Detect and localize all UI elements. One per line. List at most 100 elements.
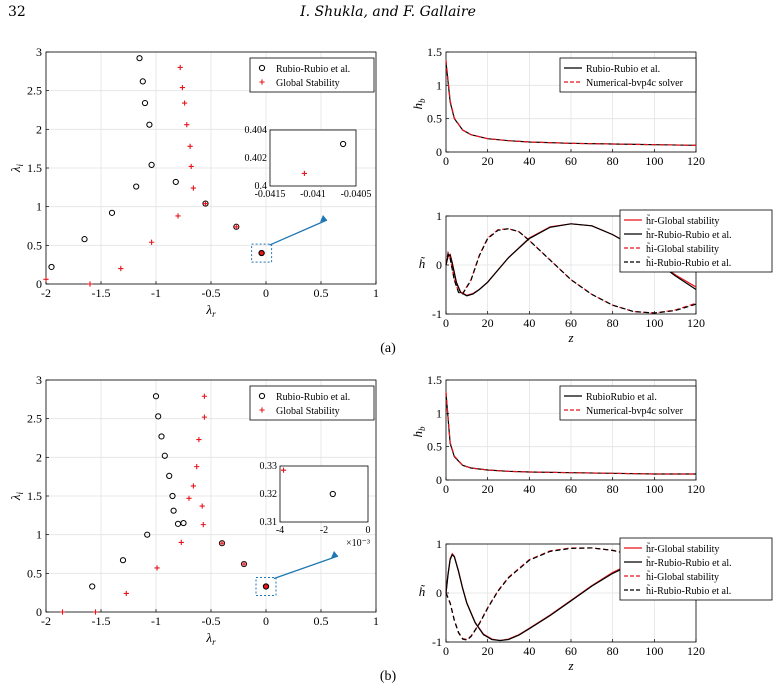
x-tick-label: 120 <box>687 482 705 496</box>
eigenvalue-circle <box>158 433 165 440</box>
y-tick-label: 2.5 <box>27 84 42 98</box>
zoom-arrowhead <box>320 215 327 222</box>
x-tick-label: -0.5 <box>202 286 221 300</box>
base-legend: Rubio-Rubio et al. Numerical-bvp4c solver <box>559 57 697 93</box>
y-tick-label: 2 <box>36 122 42 136</box>
x-tick-label: 100 <box>645 482 663 496</box>
x-tick-label: -1 <box>151 286 161 300</box>
x-tick-label: -2 <box>41 286 51 300</box>
eigenvalue-plus <box>175 213 181 219</box>
eigenvalue-plus <box>202 200 209 207</box>
inset-y-tick-label: 0.4 <box>255 181 268 192</box>
x-tick-label: 120 <box>687 644 705 658</box>
eigenvalue-plus <box>201 414 207 420</box>
zoom-box <box>251 243 273 263</box>
pert-axes: 0 20 40 60 80 100 120-101 h̃r-Global stabilityh… <box>432 537 773 658</box>
legend-label: h̃i-Rubio-Rubio et al. <box>646 584 731 597</box>
y-tick-label: 0.5 <box>427 440 442 454</box>
spectrum-points <box>59 393 270 615</box>
zoom-arrow <box>273 555 339 580</box>
eigenvalue-circle <box>81 236 88 243</box>
legend-label: Rubio-Rubio et al. <box>276 392 350 403</box>
legend-label: Numerical-bvp4c solver <box>586 406 684 417</box>
x-tick-label: 40 <box>523 644 535 658</box>
legend-label: h̃r-Global stability <box>646 542 719 555</box>
x-tick-label: 80 <box>607 316 619 330</box>
x-tick-label: 60 <box>565 316 577 330</box>
y-tick-label: 0.5 <box>27 238 42 252</box>
x-tick-label: 100 <box>645 154 663 168</box>
inset-x-exponent: ×10⁻³ <box>346 538 370 549</box>
x-tick-label: 0 <box>443 154 449 168</box>
eigenvalue-plus <box>92 609 99 615</box>
base-axes: 0 20 40 60 80 100 120 0 0.5 1 1.5 RubioRubio et al.… <box>427 373 705 496</box>
legend-label: h̃i-Global stability <box>646 242 719 255</box>
eigenvalue-circle <box>48 263 55 271</box>
legend-frame <box>619 537 773 601</box>
eigenvalue-plus <box>178 539 184 545</box>
x-tick-label: 100 <box>645 644 663 658</box>
pert-ylabel: h̃ <box>419 584 426 599</box>
y-tick-label: 0 <box>436 586 442 600</box>
x-tick-label: -1 <box>151 614 161 628</box>
y-tick-label: 0.5 <box>27 566 42 580</box>
inset-y-tick-label: 0.33 <box>260 461 278 472</box>
legend-frame <box>249 57 375 93</box>
eigenvalue-plus <box>87 281 93 287</box>
spectrum-xlabel: λr <box>205 302 216 319</box>
x-tick-label: 20 <box>482 644 494 658</box>
inset-frame <box>279 465 369 523</box>
page-number: 32 <box>8 4 26 20</box>
legend-marker-circle <box>258 392 266 400</box>
eigenvalue-plus <box>196 436 202 443</box>
eigenvalue-plus <box>149 239 155 245</box>
inset-circle <box>340 140 347 148</box>
inset-y-tick-label: 0.31 <box>260 517 278 528</box>
x-tick-label: 60 <box>565 154 577 168</box>
leading-eigenvalue <box>258 249 265 257</box>
eigenvalue-circle <box>169 492 176 500</box>
x-tick-label: 120 <box>687 154 705 168</box>
spectrum-xlabel: λr <box>205 630 216 647</box>
x-tick-label: 60 <box>565 482 577 496</box>
y-tick-label: 0 <box>36 277 42 291</box>
eigenvalue-circle <box>108 209 116 216</box>
zoom-box <box>255 576 277 596</box>
eigenvalue-plus <box>199 503 205 509</box>
x-tick-label: -1.5 <box>92 286 111 300</box>
legend-label: Rubio-Rubio et al. <box>586 64 660 75</box>
pert-xlabel: z <box>567 330 573 345</box>
y-tick-label: 1 <box>436 78 442 92</box>
spectrum-ylabel: λi <box>8 163 25 173</box>
y-tick-label: 2 <box>36 450 42 464</box>
y-tick-label: 1 <box>436 209 442 223</box>
inset-y-tick-label: 0.402 <box>245 153 268 164</box>
inset-y-tick-label: 0.32 <box>260 489 278 500</box>
pert-xlabel: z <box>567 658 573 673</box>
inset-plus <box>301 170 307 176</box>
inset-circle <box>329 490 336 498</box>
legend-label: Global Stability <box>276 78 340 89</box>
eigenvalue-plus <box>59 609 66 615</box>
eigenvalue-plus <box>123 590 129 597</box>
x-tick-label: 20 <box>482 482 494 496</box>
eigenvalue-circle <box>180 519 187 527</box>
eigenvalue-circle <box>170 507 177 514</box>
y-tick-label: -1 <box>432 307 442 321</box>
legend-label: RubioRubio et al. <box>586 392 657 403</box>
inset-x-tick-label: -0.041 <box>300 189 326 200</box>
eigenvalue-circle <box>136 55 143 62</box>
inset-x-tick-label: -4 <box>276 525 284 536</box>
y-tick-label: 1 <box>36 528 42 542</box>
x-tick-label: 120 <box>687 316 705 330</box>
eigenvalue-circle <box>89 583 96 590</box>
legend-frame <box>559 385 697 421</box>
y-tick-label: 0 <box>436 473 442 487</box>
eigenvalue-circle <box>166 472 173 479</box>
legend-label: Global Stability <box>276 406 340 417</box>
pert-axes: 0 20 40 60 80 100 120-101 h̃r-Global stabilityh… <box>432 209 773 330</box>
eigenvalue-plus <box>43 276 49 282</box>
inset-frame <box>269 129 357 187</box>
